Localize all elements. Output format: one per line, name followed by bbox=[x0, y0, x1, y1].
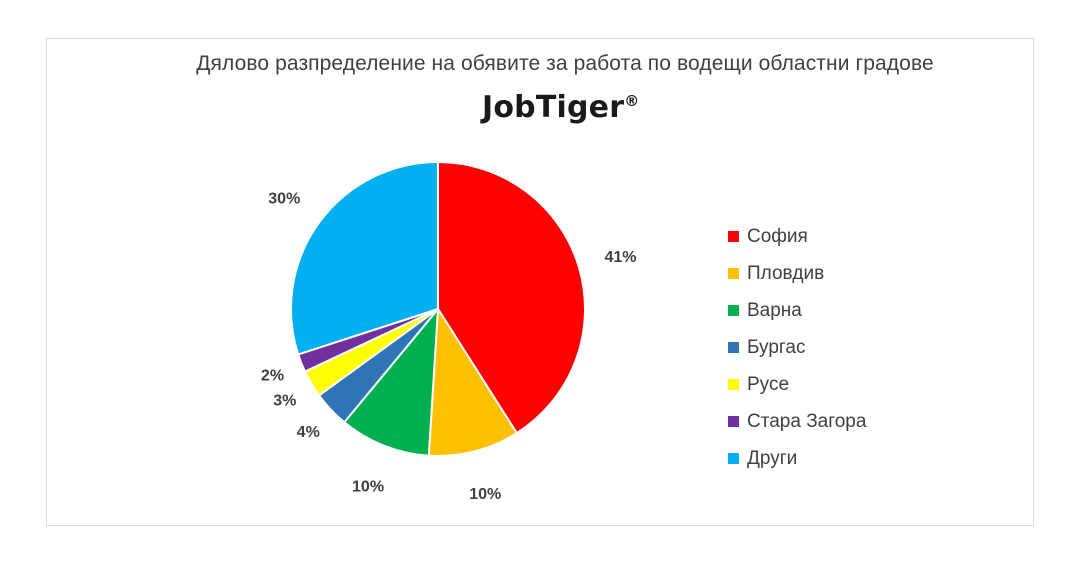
legend-swatch bbox=[728, 231, 739, 242]
legend-item: Русе bbox=[728, 366, 866, 403]
legend-label: Русе bbox=[747, 373, 790, 395]
legend-item: София bbox=[728, 218, 866, 255]
legend: София Пловдив Варна Бургас Русе Стара Загора Д… bbox=[728, 218, 866, 477]
brand-registered-mark: ® bbox=[624, 92, 640, 110]
legend-item: Варна bbox=[728, 292, 866, 329]
legend-label: София bbox=[747, 225, 808, 247]
data-label-3: 4% bbox=[297, 424, 320, 441]
data-label-5: 2% bbox=[261, 368, 284, 385]
pie-slice-2 bbox=[342, 305, 440, 457]
legend-item: Пловдив bbox=[728, 255, 866, 292]
data-label-0: 41% bbox=[604, 249, 636, 266]
data-label-1: 10% bbox=[469, 486, 501, 503]
legend-item: Бургас bbox=[728, 329, 866, 366]
legend-swatch bbox=[728, 268, 739, 279]
legend-item: Стара Загора bbox=[728, 403, 866, 440]
legend-label: Пловдив bbox=[747, 262, 825, 284]
chart-title: Дялово разпределение на обявите за работ… bbox=[196, 52, 934, 75]
legend-label: Бургас bbox=[747, 336, 806, 358]
data-label-4: 3% bbox=[273, 393, 296, 410]
legend-swatch bbox=[728, 379, 739, 390]
pie-slice-1 bbox=[427, 305, 519, 457]
data-label-6: 30% bbox=[268, 190, 300, 207]
pie-slice-6 bbox=[290, 160, 439, 356]
brand-logo-text: JobTiger bbox=[482, 90, 625, 125]
data-label-2: 10% bbox=[352, 479, 384, 496]
brand-logo: JobTiger® bbox=[482, 90, 639, 125]
legend-swatch bbox=[728, 342, 739, 353]
legend-swatch bbox=[728, 305, 739, 316]
legend-label: Варна bbox=[747, 299, 802, 321]
legend-swatch bbox=[728, 416, 739, 427]
legend-swatch bbox=[728, 453, 739, 464]
legend-label: Други bbox=[747, 447, 798, 469]
legend-item: Други bbox=[728, 440, 866, 477]
legend-label: Стара Загора bbox=[747, 410, 867, 432]
